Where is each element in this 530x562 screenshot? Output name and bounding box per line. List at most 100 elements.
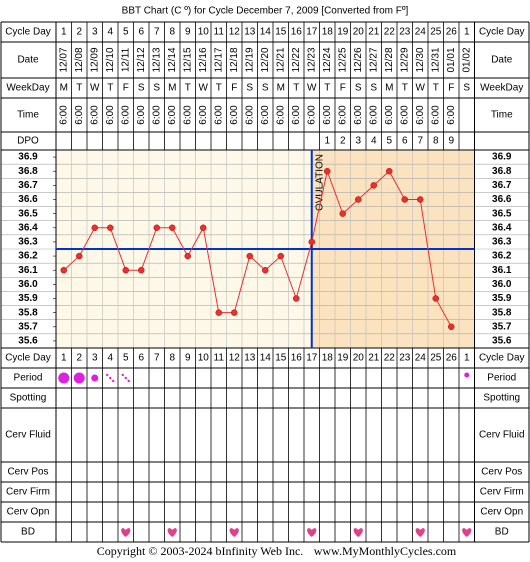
y-tick-label: 36.6 (492, 194, 512, 205)
weekday: W (199, 83, 209, 94)
row-label: Date (491, 55, 513, 66)
temp-point (386, 167, 393, 175)
date: 12/27 (368, 47, 379, 72)
date: 12/22 (291, 47, 302, 72)
date: 12/31 (430, 47, 441, 72)
row-label: Cerv Firm (6, 487, 50, 498)
temp-point (107, 224, 114, 232)
date: 12/11 (120, 47, 131, 72)
dpo: 4 (371, 136, 377, 147)
row-label: Time (17, 110, 39, 121)
row-label: Cycle Day (5, 353, 51, 364)
weekday: W (90, 83, 100, 94)
y-tick-label: 36.9 (492, 152, 512, 163)
temp-point (370, 182, 377, 189)
bd-heart (121, 528, 131, 537)
temp-point (184, 252, 191, 260)
period-mark (109, 376, 112, 380)
row-label: Cycle Day (5, 27, 51, 38)
cycle-day: 5 (123, 353, 129, 364)
temp-point (401, 196, 408, 203)
bd-heart (229, 528, 239, 537)
temp-point (231, 309, 238, 316)
temp-point (122, 266, 129, 274)
date: 12/29 (399, 47, 410, 72)
row-label: Cerv Opn (480, 507, 523, 518)
cycle-day: 7 (154, 353, 160, 364)
row-label: Cerv Pos (481, 467, 522, 478)
cycle-day: 10 (198, 353, 210, 364)
weekday: S (463, 83, 470, 94)
period-mark (91, 374, 99, 382)
ovulation-label: OVULATION (314, 154, 325, 211)
weekday: M (168, 83, 176, 94)
weekday: T (216, 83, 222, 94)
cycle-day: 17 (306, 27, 318, 38)
time: 6:00 (260, 105, 271, 125)
bd-heart (462, 528, 472, 537)
cycle-day: 8 (169, 27, 175, 38)
cycle-day: 13 (244, 353, 256, 364)
row-label: Spotting (483, 393, 520, 404)
weekday: S (153, 83, 160, 94)
dpo: 5 (386, 136, 392, 147)
cycle-day: 7 (154, 27, 160, 38)
date: 12/16 (198, 47, 209, 72)
cycle-day: 19 (337, 353, 349, 364)
bd-heart (167, 528, 177, 537)
bd-heart (353, 528, 363, 537)
weekday: T (293, 83, 299, 94)
cycle-day: 24 (415, 353, 427, 364)
cycle-day: 20 (353, 353, 365, 364)
period-mark (73, 372, 85, 384)
cycle-day: 12 (229, 353, 241, 364)
date: 12/10 (105, 47, 116, 72)
cycle-day: 2 (76, 27, 82, 38)
period-mark (106, 373, 109, 377)
cycle-day: 21 (368, 353, 380, 364)
temp-point (448, 323, 455, 331)
cycle-day: 23 (399, 27, 411, 38)
cycle-day: 11 (214, 353, 225, 364)
dpo: 1 (324, 136, 330, 147)
time: 6:00 (337, 105, 348, 125)
bd-heart (415, 528, 425, 537)
time: 6:00 (105, 105, 116, 125)
date: 12/12 (136, 47, 147, 72)
y-tick-label: 36.1 (492, 265, 512, 276)
y-tick-label: 35.6 (18, 336, 38, 347)
temp-point (138, 266, 145, 274)
temp-point (215, 309, 222, 316)
date: 12/17 (213, 47, 224, 72)
dpo: 2 (340, 136, 346, 147)
date: 12/18 (229, 47, 240, 72)
y-tick-label: 36.3 (18, 237, 38, 248)
date: 12/15 (182, 47, 193, 72)
row-label: Cerv Firm (480, 487, 524, 498)
date: 01/01 (446, 47, 457, 72)
temp-point (432, 295, 439, 302)
time: 6:00 (89, 105, 100, 125)
weekday: F (123, 83, 129, 94)
temp-point (355, 196, 362, 203)
chart-title: BBT Chart (C º) for Cycle December 7, 20… (122, 6, 409, 17)
row-label: DPO (17, 136, 39, 147)
date: 12/08 (74, 47, 85, 72)
y-tick-label: 36.5 (492, 208, 512, 219)
y-tick-label: 36.8 (18, 166, 38, 177)
weekday: S (138, 83, 145, 94)
temp-point (169, 224, 176, 232)
period-mark (124, 376, 127, 380)
weekday: T (324, 83, 330, 94)
time: 6:00 (399, 105, 410, 125)
cycle-day: 13 (244, 27, 256, 38)
y-tick-label: 36.8 (492, 166, 512, 177)
temp-point (60, 266, 67, 274)
cycle-day: 2 (76, 353, 82, 364)
row-label: Cycle Day (479, 353, 525, 364)
row-label: Time (491, 110, 513, 121)
cycle-day: 4 (107, 353, 113, 364)
y-tick-label: 35.9 (18, 293, 38, 304)
weekday: T (76, 83, 82, 94)
time: 6:00 (353, 105, 364, 125)
